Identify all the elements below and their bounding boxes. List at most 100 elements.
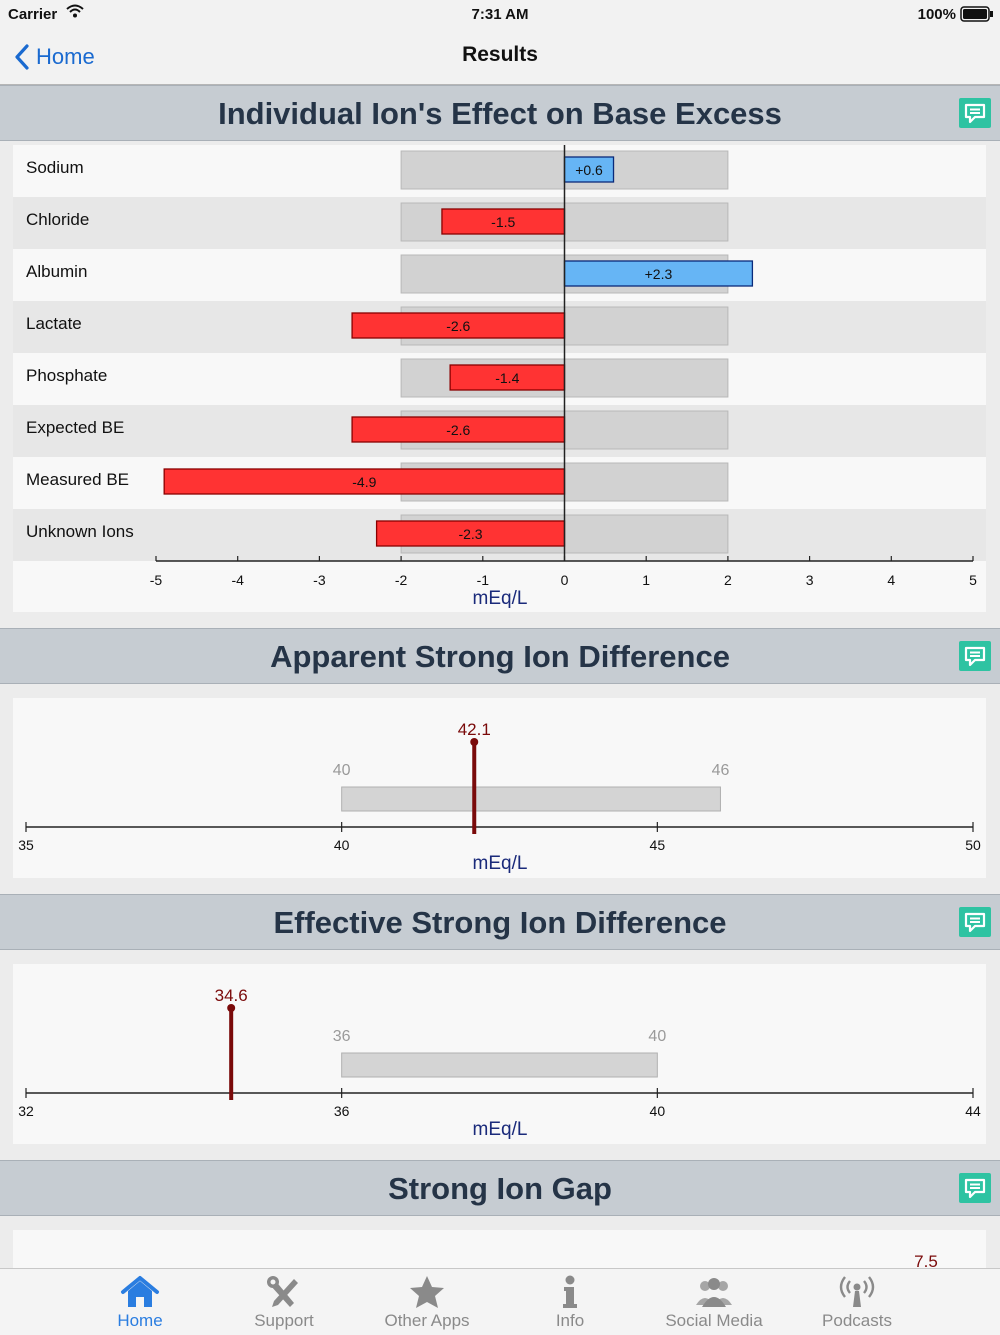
range-low-label: 40 (333, 762, 351, 779)
section-title: Effective Strong Ion Difference (273, 905, 727, 940)
strong-ion-gap-panel: 7.5 (13, 1230, 986, 1268)
range-low-label: 36 (333, 1028, 351, 1045)
x-tick-label: 3 (806, 572, 814, 588)
row-label: Sodium (26, 158, 84, 177)
x-tick-label: 40 (334, 837, 350, 853)
section-header-strong-ion-gap: Strong Ion Gap (0, 1160, 1000, 1216)
data-label: -1.4 (495, 370, 519, 386)
row-label: Albumin (26, 262, 87, 281)
row-label: Chloride (26, 210, 89, 229)
section-title: Apparent Strong Ion Difference (270, 639, 730, 674)
data-label: -2.3 (458, 526, 482, 542)
chevron-left-icon (15, 44, 29, 70)
row-label: Expected BE (26, 418, 124, 437)
value-label: 34.6 (215, 986, 248, 1005)
comment-icon (959, 907, 991, 937)
battery-percent: 100% (917, 6, 956, 23)
strong-ion-gap-chart: 7.5 (914, 1252, 938, 1268)
page-title: Results (462, 43, 538, 66)
row-label: Lactate (26, 314, 82, 333)
tab-podcasts[interactable]: Podcasts (797, 1269, 917, 1335)
value-label: 42.1 (458, 720, 491, 739)
tab-home[interactable]: Home (80, 1269, 200, 1335)
tab-label: Other Apps (384, 1311, 470, 1330)
data-label: -1.5 (491, 214, 515, 230)
x-tick-label: 0 (561, 572, 569, 588)
wrench-icon (267, 1276, 298, 1307)
value-marker-head (470, 738, 479, 746)
back-button-label: Home (36, 44, 95, 69)
tab-label: Info (555, 1311, 585, 1330)
home-icon (121, 1276, 159, 1307)
tab-other-apps[interactable]: Other Apps (367, 1269, 487, 1335)
wifi-icon (66, 3, 84, 23)
carrier-label: Carrier (8, 6, 58, 23)
comment-button[interactable] (959, 98, 991, 128)
tab-info[interactable]: Info (510, 1269, 630, 1335)
x-tick-label: 32 (18, 1103, 34, 1119)
comment-button[interactable] (959, 1173, 991, 1203)
normal-range-bar (341, 1052, 658, 1078)
x-tick-label: 4 (887, 572, 895, 588)
negative-bar (449, 364, 566, 391)
battery-icon (960, 6, 994, 26)
comment-icon (959, 98, 991, 128)
section-header-ion-effect: Individual Ion's Effect on Base Excess (0, 85, 1000, 141)
range-high-label: 46 (712, 762, 730, 779)
apparent-sid-panel: 40 46 35 40 45 50 mEq/L 42.1 (13, 698, 986, 878)
status-time: 7:31 AM (471, 6, 529, 23)
x-axis-label: mEq/L (473, 853, 528, 874)
tab-label: Home (117, 1311, 163, 1330)
navigation-bar: Home Results (0, 30, 1000, 85)
x-tick-label: -4 (231, 572, 244, 588)
x-tick-label: 2 (724, 572, 732, 588)
tab-bar: Home Support Other Apps Info (0, 1268, 1000, 1335)
tab-label: Support (254, 1311, 314, 1330)
negative-bar (441, 208, 566, 235)
tab-social-media[interactable]: Social Media (654, 1269, 774, 1335)
x-tick-label: 45 (650, 837, 666, 853)
effective-sid-chart: 36 40 32 36 40 44 mEq/L 34.6 (18, 986, 981, 1140)
tab-label: Podcasts (822, 1311, 892, 1330)
podcast-icon (839, 1276, 875, 1307)
x-tick-label: 44 (965, 1103, 981, 1119)
x-tick-label: -2 (395, 572, 408, 588)
section-title: Individual Ion's Effect on Base Excess (218, 96, 782, 131)
negative-bar (163, 468, 566, 495)
x-tick-label: -1 (477, 572, 490, 588)
value-marker-head (227, 1004, 236, 1012)
ion-effect-chart: Sodium +0.6 Chloride -1.5 Albumin +2.3 Lactate… (13, 145, 986, 609)
data-label: -2.6 (446, 422, 470, 438)
x-tick-label: 50 (965, 837, 981, 853)
normal-range-bar (341, 786, 721, 812)
effective-sid-panel: 36 40 32 36 40 44 mEq/L 34.6 (13, 964, 986, 1144)
data-label: +0.6 (575, 162, 603, 178)
back-button[interactable]: Home (14, 40, 95, 74)
x-tick-label: 35 (18, 837, 34, 853)
row-label: Phosphate (26, 366, 107, 385)
section-header-effective-sid: Effective Strong Ion Difference (0, 894, 1000, 950)
x-tick-label: -5 (150, 572, 163, 588)
negative-bar (351, 416, 566, 443)
comment-button[interactable] (959, 641, 991, 671)
positive-bar (563, 260, 754, 287)
info-icon (563, 1275, 577, 1308)
comment-button[interactable] (959, 907, 991, 937)
comment-icon (959, 1173, 991, 1203)
x-axis-label: mEq/L (473, 1119, 528, 1140)
x-tick-label: -3 (313, 572, 326, 588)
tab-label: Social Media (665, 1311, 763, 1330)
range-high-label: 40 (648, 1028, 666, 1045)
positive-bar (563, 156, 615, 183)
data-label: -2.6 (446, 318, 470, 334)
tab-support[interactable]: Support (224, 1269, 344, 1335)
value-label: 7.5 (914, 1252, 938, 1268)
x-tick-label: 40 (650, 1103, 666, 1119)
apparent-sid-chart: 40 46 35 40 45 50 mEq/L 42.1 (18, 720, 981, 874)
status-bar: Carrier 7:31 AM 100% (0, 0, 1000, 30)
section-title: Strong Ion Gap (388, 1171, 612, 1206)
data-label: +2.3 (645, 266, 673, 282)
star-icon (410, 1276, 444, 1308)
x-tick-label: 5 (969, 572, 977, 588)
ion-effect-panel: Sodium +0.6 Chloride -1.5 Albumin +2.3 Lactate… (13, 145, 986, 612)
